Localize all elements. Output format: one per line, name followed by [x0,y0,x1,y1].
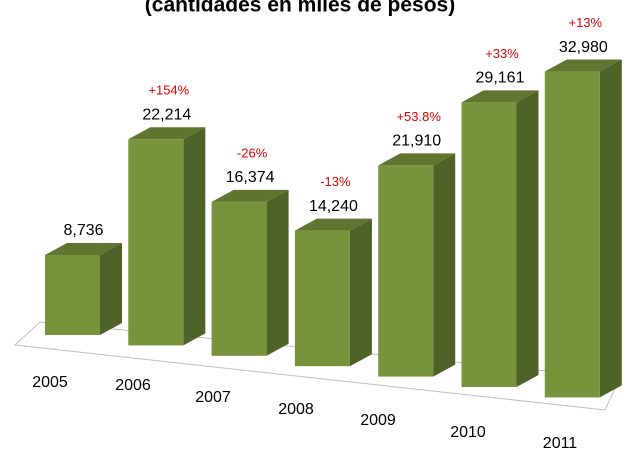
chart-title: (cantidades en miles de pesos) [145,0,455,17]
x-tick-label: 2008 [278,401,314,418]
bar-side [183,127,206,346]
bar-top [294,218,372,231]
change-label: +53.8% [396,109,441,124]
bar-top [211,189,289,202]
bar [461,102,517,387]
x-tick-label: 2009 [360,412,396,429]
bar-top [378,153,456,166]
change-label: -26% [237,145,268,160]
x-tick-label: 2006 [115,377,151,394]
x-tick-label: 2005 [32,374,68,391]
bar-side [100,242,122,335]
x-tick-label: 2011 [543,435,578,452]
bar-top [45,242,122,255]
value-label: 29,161 [476,70,525,87]
bar-top [544,59,622,72]
change-label: +154% [148,83,189,98]
value-label: 22,214 [142,106,191,123]
bar-side [266,189,289,356]
x-tick-label: 2007 [195,389,231,406]
bar [378,165,434,377]
change-label: +33% [485,46,519,61]
value-label: 21,910 [392,133,441,150]
bar-side [349,218,372,367]
change-label: +13% [568,15,602,30]
bar-side [599,59,622,398]
x-tick-label: 2010 [450,424,486,441]
change-label: -13% [320,174,351,189]
bar [294,230,350,367]
bar-side [433,153,456,377]
bar [128,139,184,346]
value-label: 16,374 [226,169,275,186]
value-label: 8,736 [63,222,103,239]
bar-side [516,90,539,387]
bar [544,71,600,398]
value-label: 14,240 [309,198,358,215]
bar [45,254,100,335]
bar-top [461,90,539,103]
value-label: 32,980 [559,39,608,56]
bar-top [128,127,206,140]
bar [211,201,267,356]
